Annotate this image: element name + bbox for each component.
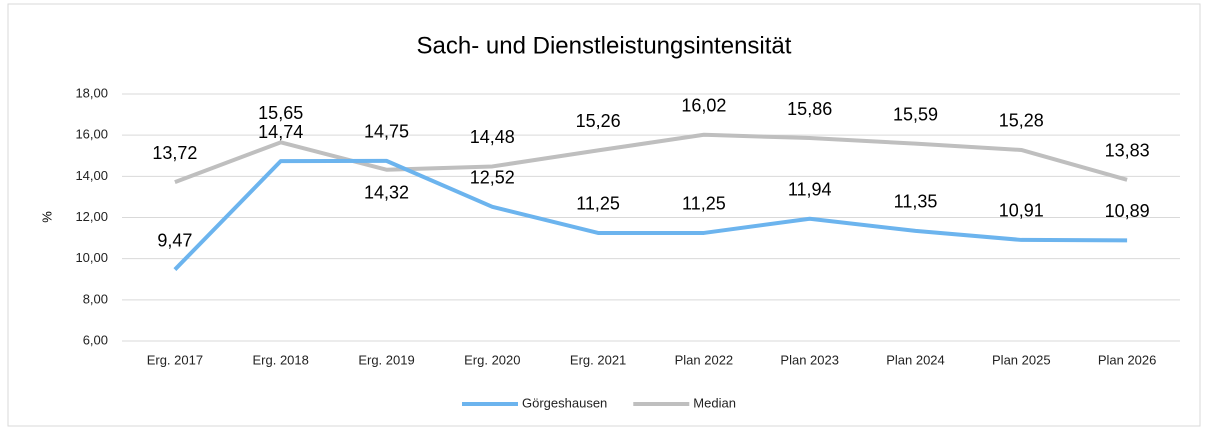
legend-label: Görgeshausen [522,395,607,410]
data-label: 10,91 [999,201,1044,221]
data-label: 10,89 [1105,201,1150,221]
data-label: 11,94 [788,179,832,199]
x-tick-label: Erg. 2020 [464,352,520,367]
y-tick-label: 6,00 [83,332,108,347]
x-tick-label: Plan 2022 [675,352,734,367]
y-tick-label: 14,00 [75,168,108,183]
legend-label: Median [693,395,736,410]
data-label: 15,65 [258,103,303,123]
data-label: 15,26 [576,111,621,131]
x-tick-label: Erg. 2019 [358,352,414,367]
x-tick-label: Plan 2025 [992,352,1051,367]
data-label: 11,25 [682,194,726,214]
x-tick-label: Erg. 2021 [570,352,626,367]
chart-frame [7,3,1201,427]
x-tick-label: Plan 2023 [780,352,839,367]
data-label: 13,72 [152,143,197,163]
data-label: 14,75 [364,122,409,142]
series-line [173,158,1128,271]
data-label: 14,32 [364,182,409,202]
x-tick-label: Plan 2024 [886,352,945,367]
x-tick-label: Erg. 2017 [147,352,203,367]
data-label: 13,83 [1105,141,1150,161]
data-label: 15,28 [999,111,1044,131]
y-tick-label: 8,00 [83,291,108,306]
data-label: 14,74 [258,122,303,142]
x-tick-label: Plan 2026 [1098,352,1157,367]
data-label: 9,47 [157,230,192,250]
data-label: 15,86 [787,99,832,119]
y-tick-label: 12,00 [75,209,108,224]
data-label: 11,35 [894,192,938,212]
data-label: 11,25 [576,194,620,214]
data-label: 14,48 [470,127,515,147]
data-label: 16,02 [681,96,726,116]
data-label: 12,52 [470,168,515,188]
x-tick-label: Erg. 2018 [253,352,309,367]
y-tick-label: 10,00 [75,250,108,265]
y-tick-label: 18,00 [75,85,108,100]
data-label: 15,59 [893,104,938,124]
chart-title: Sach- und Dienstleistungsintensität [417,32,792,59]
series-line [174,132,1128,184]
y-axis-label: % [39,211,54,223]
y-tick-label: 16,00 [75,127,108,142]
